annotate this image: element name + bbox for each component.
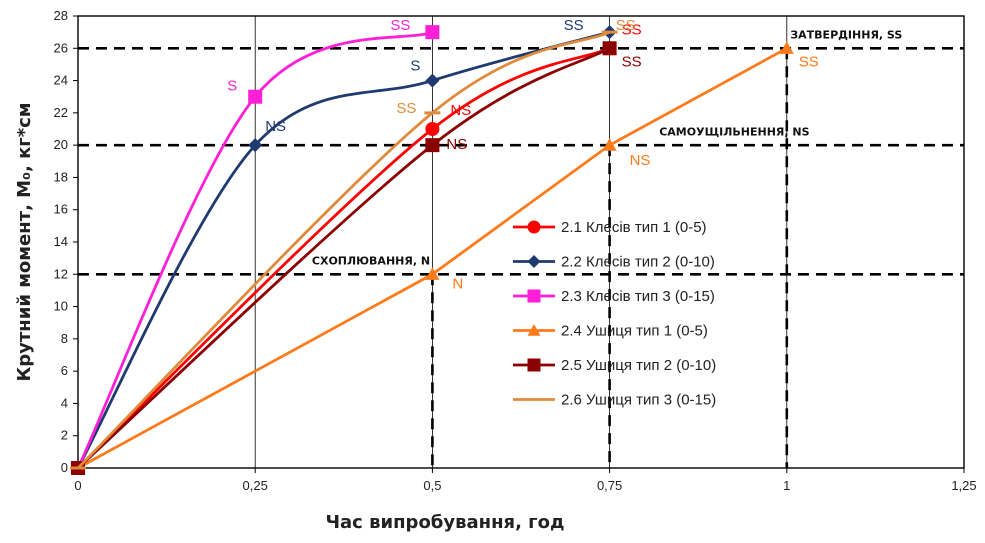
point-label: SS (622, 21, 642, 38)
y-tick-label: 4 (61, 395, 68, 410)
legend-label: 2.5 Ушиця тип 2 (0-10) (561, 357, 716, 374)
series-group (70, 25, 794, 475)
point-label: NS (265, 118, 286, 135)
y-tick-label: 6 (61, 363, 68, 378)
point-label: N (452, 275, 463, 292)
x-tick-label: 1,25 (951, 478, 976, 493)
y-tick-label: 2 (61, 428, 68, 443)
legend-marker (527, 289, 541, 303)
series-point (425, 267, 440, 280)
point-label: S (227, 78, 237, 95)
y-tick-label: 10 (54, 299, 68, 314)
y-tick-label: 20 (54, 137, 68, 152)
y-tick-label: 16 (54, 202, 68, 217)
point-label: NS (450, 102, 471, 119)
legend-marker (527, 255, 541, 268)
y-tick-label: 12 (54, 266, 68, 281)
x-axis-title: Час випробування, год (325, 512, 564, 533)
point-label: NS (446, 136, 467, 153)
series-point (602, 41, 617, 56)
series-line (77, 30, 611, 469)
x-tick-label: 0,5 (423, 478, 441, 493)
legend-label: 2.6 Ушиця тип 3 (0-15) (561, 392, 716, 409)
point-label: S (410, 58, 420, 75)
series-point (248, 89, 263, 104)
point-label: NS (630, 152, 651, 169)
y-tick-label: 8 (61, 331, 68, 346)
y-tick-label: 28 (54, 8, 68, 23)
x-tick-label: 0,75 (597, 478, 622, 493)
legend-marker (527, 220, 541, 234)
point-label: SS (616, 17, 636, 34)
series-point (425, 73, 440, 88)
point-label: SS (396, 100, 416, 117)
y-tick-label: 18 (54, 169, 68, 184)
annotations: СХОПЛЮВАННЯ, N САМОУЩІЛЬНЕННЯ, NS ЗАТВЕРДІ… (312, 29, 902, 268)
series-line (77, 47, 788, 470)
legend-marker (527, 324, 541, 336)
series-line (77, 47, 611, 470)
y-tick-label: 26 (54, 40, 68, 55)
series-line (76, 30, 433, 469)
point-label: SS (622, 53, 642, 70)
series-line (76, 30, 610, 469)
series-point (425, 25, 440, 40)
x-tick-label: 0,25 (243, 478, 268, 493)
series-point (779, 41, 794, 54)
y-tick-label: 22 (54, 105, 68, 120)
stage-annotation: СХОПЛЮВАННЯ, N (312, 255, 430, 268)
series-line (77, 47, 611, 470)
y-tick-label: 14 (54, 234, 68, 249)
x-tick-label: 1 (783, 478, 790, 493)
legend-label: 2.3 Клесів тип 3 (0-15) (561, 288, 715, 305)
y-tick-label: 0 (61, 460, 68, 475)
series-point (425, 138, 440, 153)
legend-marker (527, 358, 541, 372)
point-label: SS (564, 17, 584, 34)
stage-annotation: САМОУЩІЛЬНЕННЯ, NS (659, 125, 809, 138)
legend-label: 2.2 Клесів тип 2 (0-10) (561, 254, 715, 271)
series-point (425, 122, 440, 136)
legend-label: 2.1 Клесів тип 1 (0-5) (561, 219, 707, 236)
legend: 2.1 Клесів тип 1 (0-5) 2.2 Клесів тип 2 (… (513, 219, 716, 409)
series-point (248, 138, 263, 153)
x-axis-ticks: 0 0,25 0,5 0,75 1 1,25 (74, 468, 977, 493)
reference-lines (78, 46, 964, 468)
point-label: SS (390, 17, 410, 34)
x-tick-label: 0 (74, 478, 81, 493)
y-axis-title: Крутний момент, M₀, кг*см (14, 103, 35, 382)
legend-label: 2.4 Ушиця тип 1 (0-5) (561, 323, 708, 340)
y-tick-label: 24 (54, 73, 68, 88)
point-label: SS (799, 53, 819, 70)
series-point (602, 138, 617, 151)
stage-annotation: ЗАТВЕРДІННЯ, SS (790, 29, 902, 42)
